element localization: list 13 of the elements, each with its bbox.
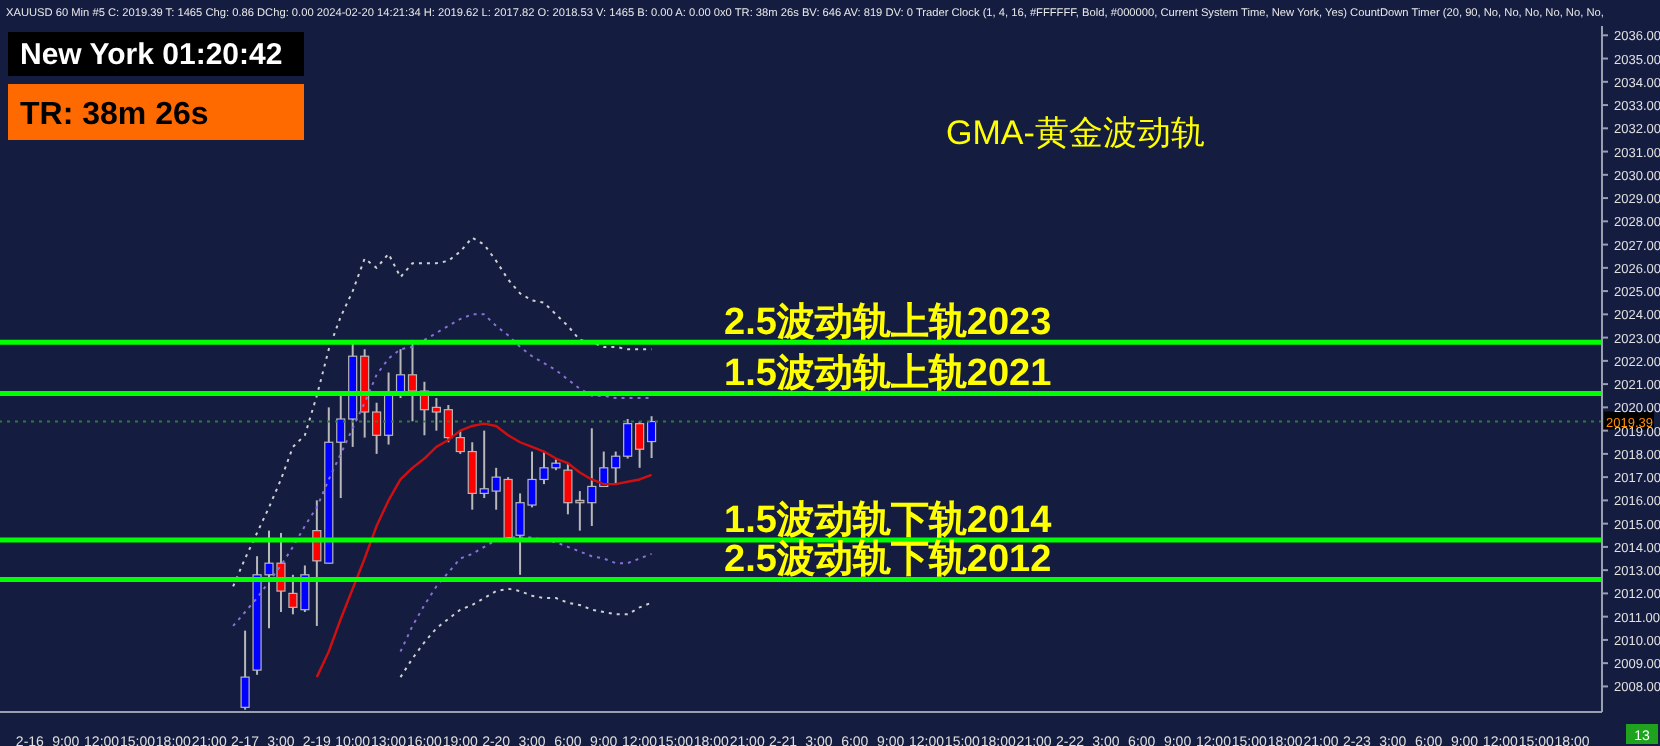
candlestick [240,629,250,711]
annotation: TR: 38m 26s [20,98,209,132]
ref-line-label: 1.5波动轨上轨2021 [724,351,1053,396]
ref-line-label: 1.5波动轨下轨2014 [724,497,1053,542]
annotation: New York 01:20:42 [20,38,283,72]
text: GMA-黄金波动轨 [946,114,1205,152]
line-series [399,587,653,679]
ref-line-label: 2.5波动轨上轨2023 [724,300,1052,345]
clock-label: New York 01:20:42 [8,32,304,76]
line-series [232,236,653,588]
ref-line-label: 2.5波动轨下轨2012 [724,537,1052,582]
timer-label: TR: 38m 26s [8,84,304,140]
line-series [232,313,653,627]
